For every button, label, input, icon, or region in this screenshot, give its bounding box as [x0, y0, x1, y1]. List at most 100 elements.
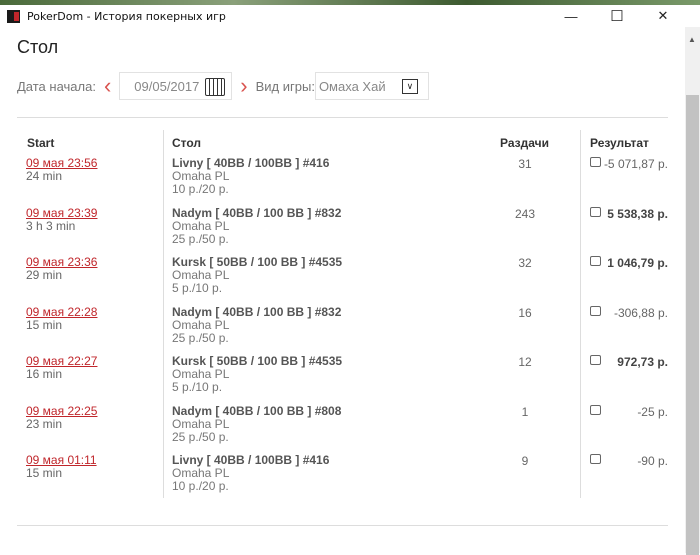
hands-count: 31: [518, 157, 532, 171]
table-name: Kursk [ 50BB / 100 BB ] #4535: [172, 255, 343, 269]
start-cell: 09 мая 22:27 16 min: [26, 355, 97, 381]
result-amount: 1 046,79 р.: [607, 256, 668, 270]
start-cell: 09 мая 22:28 15 min: [26, 304, 98, 332]
start-cell: 09 мая 23:56 24 min: [26, 157, 97, 183]
hands-count: 32: [518, 256, 532, 270]
hands-count: 243: [514, 206, 536, 221]
game-type: Omaha PL: [172, 367, 230, 381]
pokerdom-logo-icon: [7, 9, 20, 23]
wallet-icon: [590, 404, 601, 415]
game-value: Омаха Хай: [318, 78, 386, 94]
minimize-button[interactable]: —: [564, 8, 578, 24]
date-label: Дата начала:: [17, 78, 96, 94]
start-time-link[interactable]: 09 мая 23:39: [26, 205, 98, 220]
calendar-icon[interactable]: [205, 78, 226, 96]
stakes: 25 р./50 р.: [172, 429, 229, 444]
hands-count: 1: [521, 404, 529, 419]
table-row: 09 мая 22:25 23 min Nadym [ 40BB / 100 BB…: [0, 403, 680, 454]
scrollbar[interactable]: ▲: [685, 27, 700, 555]
chevron-down-icon[interactable]: ∨: [401, 79, 418, 94]
divider-top: [17, 117, 668, 118]
result-amount: 972,73 р.: [617, 355, 668, 369]
header-hands[interactable]: Раздачи: [500, 136, 549, 150]
game-type: Omaha PL: [172, 218, 230, 233]
filter-bar: Дата начала: ‹ 09/05/2017 › Вид игры: Ом…: [17, 72, 429, 100]
table-cell: Nadym [ 40BB / 100 BB ] #832 Omaha PL 25 р…: [172, 205, 342, 246]
desktop-strip: [0, 0, 700, 5]
table-cell: Livny [ 40BB / 100BB ] #416 Omaha PL 10 р.…: [172, 454, 329, 493]
table-name: Nadym [ 40BB / 100 BB ] #808: [172, 403, 342, 418]
header-start[interactable]: Start: [27, 136, 55, 150]
wallet-icon: [590, 206, 601, 217]
duration: 24 min: [26, 169, 63, 183]
game-type: Omaha PL: [172, 268, 230, 282]
stakes: 25 р./50 р.: [172, 330, 229, 345]
start-time-link[interactable]: 09 мая 01:11: [26, 453, 97, 467]
result-amount: -306,88 р.: [613, 305, 668, 320]
table-name: Kursk [ 50BB / 100 BB ] #4535: [172, 354, 343, 368]
date-value: 09/05/2017: [134, 78, 200, 94]
header-result[interactable]: Результат: [590, 136, 649, 150]
duration: 16 min: [26, 367, 63, 381]
table-name: Livny [ 40BB / 100BB ] #416: [172, 453, 330, 467]
hands-count: 9: [521, 454, 529, 468]
prev-date-button[interactable]: ‹: [103, 73, 112, 98]
column-divider: [163, 130, 164, 498]
stakes: 10 р./20 р.: [172, 182, 229, 196]
table-cell: Nadym [ 40BB / 100 BB ] #832 Omaha PL 25 р…: [172, 304, 342, 345]
start-time-link[interactable]: 09 мая 23:56: [26, 156, 98, 170]
game-type: Omaha PL: [172, 317, 230, 332]
date-input[interactable]: 09/05/2017: [119, 72, 233, 100]
table-cell: Livny [ 40BB / 100BB ] #416 Omaha PL 10 р.…: [172, 157, 329, 196]
table-name: Nadym [ 40BB / 100 BB ] #832: [172, 304, 342, 319]
table-row: 09 мая 22:27 16 min Kursk [ 50BB / 100 BB…: [0, 355, 680, 404]
start-cell: 09 мая 01:11 15 min: [26, 454, 97, 480]
maximize-button[interactable]: ☐: [610, 8, 624, 25]
result-amount: 5 538,38 р.: [607, 206, 668, 221]
stakes: 10 р./20 р.: [172, 479, 229, 493]
start-time-link[interactable]: 09 мая 23:36: [26, 255, 98, 269]
divider-bottom: [17, 525, 668, 526]
hands-count: 12: [518, 355, 532, 369]
result-amount: -25 р.: [637, 404, 668, 419]
table-row: 09 мая 23:56 24 min Livny [ 40BB / 100BB …: [0, 157, 680, 206]
start-time-link[interactable]: 09 мая 22:28: [26, 304, 98, 319]
hands-count: 16: [518, 305, 532, 320]
window-title: PokerDom - История покерных игр: [27, 9, 226, 23]
game-type: Omaha PL: [172, 416, 230, 431]
page-title: Стол: [17, 37, 59, 57]
start-time-link[interactable]: 09 мая 22:25: [26, 403, 98, 418]
start-cell: 09 мая 23:39 3 h 3 min: [26, 205, 98, 233]
stakes: 5 р./10 р.: [172, 380, 223, 394]
start-cell: 09 мая 22:25 23 min: [26, 403, 98, 431]
duration: 23 min: [26, 416, 63, 431]
result-amount: -90 р.: [637, 454, 668, 468]
wallet-icon: [590, 355, 601, 365]
game-label: Вид игры:: [255, 78, 315, 94]
duration: 3 h 3 min: [26, 218, 76, 233]
table-row: 09 мая 23:36 29 min Kursk [ 50BB / 100 BB…: [0, 256, 680, 305]
table-cell: Kursk [ 50BB / 100 BB ] #4535 Omaha PL 5 р…: [172, 355, 342, 394]
scrollbar-thumb[interactable]: [686, 95, 699, 555]
table-name: Nadym [ 40BB / 100 BB ] #832: [172, 205, 342, 220]
table-cell: Kursk [ 50BB / 100 BB ] #4535 Omaha PL 5 р…: [172, 256, 342, 295]
next-date-button[interactable]: ›: [240, 73, 248, 98]
wallet-icon: [590, 305, 601, 316]
result-amount: -5 071,87 р.: [603, 157, 668, 171]
start-cell: 09 мая 23:36 29 min: [26, 256, 97, 282]
header-table[interactable]: Стол: [172, 136, 202, 150]
stakes: 25 р./50 р.: [172, 231, 229, 246]
table-name: Livny [ 40BB / 100BB ] #416: [172, 156, 330, 170]
wallet-icon: [590, 256, 601, 266]
scroll-up-icon[interactable]: ▲: [688, 35, 696, 44]
table-row: 09 мая 22:28 15 min Nadym [ 40BB / 100 BB…: [0, 304, 680, 355]
wallet-icon: [590, 157, 601, 167]
title-bar: PokerDom - История покерных игр — ☐ ✕: [0, 5, 700, 27]
game-type-select[interactable]: Омаха Хай ∨: [314, 72, 429, 100]
game-type: Omaha PL: [172, 466, 230, 480]
column-divider: [580, 130, 581, 498]
close-button[interactable]: ✕: [657, 8, 669, 23]
duration: 15 min: [26, 466, 63, 480]
table-row: 09 мая 01:11 15 min Livny [ 40BB / 100BB …: [0, 454, 680, 503]
start-time-link[interactable]: 09 мая 22:27: [26, 354, 98, 368]
